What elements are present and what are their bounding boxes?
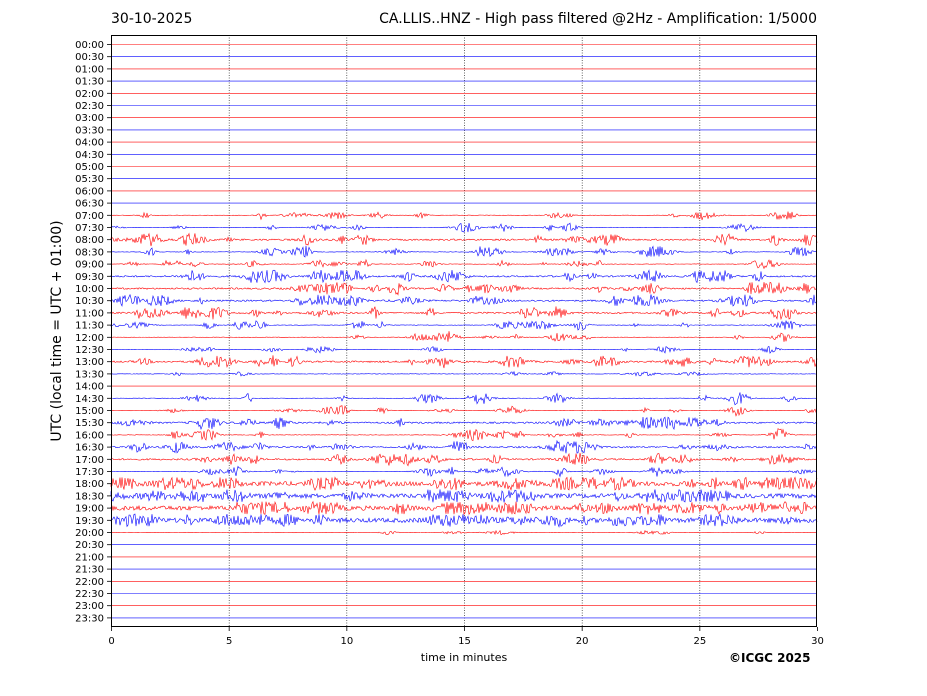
- y-tick-label: 07:30: [75, 223, 104, 234]
- plot-frame: [111, 35, 817, 627]
- x-tick-label: 0: [108, 636, 114, 647]
- y-tick-label: 17:30: [75, 467, 104, 478]
- y-tick-label: 21:30: [75, 565, 104, 576]
- trace-0830: [110, 245, 818, 258]
- y-tick-label: 01:30: [75, 77, 104, 88]
- copyright-text: ©ICGC 2025: [729, 651, 811, 665]
- trace-1530: [110, 416, 818, 431]
- x-axis-ticks: 0 5 10 15 20 25 30: [108, 627, 824, 647]
- x-tick-label: 30: [811, 636, 824, 647]
- chart-title: CA.LLIS..HNZ - High pass filtered @2Hz -…: [379, 11, 817, 27]
- y-tick-label: 02:00: [75, 89, 104, 100]
- x-tick-label: 5: [226, 636, 232, 647]
- y-tick-label: 06:00: [75, 186, 104, 197]
- y-tick-label: 05:00: [75, 162, 104, 173]
- y-tick-label: 15:00: [75, 406, 104, 417]
- trace-0930: [110, 269, 818, 284]
- y-tick-label: 23:30: [75, 613, 104, 624]
- x-axis-label: time in minutes: [420, 651, 508, 664]
- trace-1830: [110, 489, 818, 504]
- seismic-traces: [110, 44, 818, 619]
- y-tick-label: 20:00: [75, 528, 104, 539]
- trace-1630: [110, 439, 818, 454]
- trace-2000: [110, 529, 818, 536]
- y-tick-label: 19:00: [75, 504, 104, 515]
- y-tick-label: 09:30: [75, 272, 104, 283]
- x-tick-label: 10: [340, 636, 353, 647]
- y-tick-label: 20:30: [75, 540, 104, 551]
- y-tick-label: 01:00: [75, 64, 104, 75]
- trace-1230: [110, 345, 818, 354]
- trace-1130: [110, 320, 818, 331]
- y-tick-label: 19:30: [75, 516, 104, 527]
- y-tick-label: 08:30: [75, 247, 104, 258]
- x-tick-label: 25: [693, 636, 706, 647]
- y-axis-label: UTC (local time = UTC + 01:00): [49, 220, 65, 442]
- x-tick-label: 15: [458, 636, 471, 647]
- y-tick-label: 03:30: [75, 125, 104, 136]
- trace-0900: [110, 258, 818, 270]
- trace-1030: [110, 293, 818, 307]
- trace-1500: [110, 405, 818, 417]
- trace-0730: [110, 222, 818, 233]
- trace-1330: [110, 370, 818, 377]
- y-tick-label: 13:00: [75, 357, 104, 368]
- trace-1300: [110, 355, 818, 369]
- y-tick-label: 12:30: [75, 345, 104, 356]
- y-tick-label: 10:00: [75, 284, 104, 295]
- trace-1000: [110, 281, 818, 296]
- y-tick-label: 12:00: [75, 333, 104, 344]
- y-tick-label: 11:00: [75, 308, 104, 319]
- y-tick-label: 18:00: [75, 479, 104, 490]
- y-tick-label: 15:30: [75, 418, 104, 429]
- y-tick-label: 18:30: [75, 491, 104, 502]
- y-tick-label: 14:00: [75, 382, 104, 393]
- y-tick-label: 13:30: [75, 369, 104, 380]
- trace-1930: [110, 513, 818, 528]
- trace-1200: [110, 331, 818, 342]
- y-tick-label: 04:30: [75, 150, 104, 161]
- trace-1730: [110, 465, 818, 478]
- y-tick-label: 11:30: [75, 321, 104, 332]
- y-tick-label: 16:00: [75, 430, 104, 441]
- trace-0700: [110, 211, 818, 221]
- y-tick-label: 08:00: [75, 235, 104, 246]
- y-tick-label: 21:00: [75, 552, 104, 563]
- y-tick-label: 22:30: [75, 589, 104, 600]
- trace-0800: [110, 232, 818, 247]
- trace-1800: [110, 476, 818, 491]
- y-tick-label: 14:30: [75, 394, 104, 405]
- trace-1600: [110, 428, 818, 442]
- x-tick-label: 20: [576, 636, 589, 647]
- trace-1100: [110, 306, 818, 321]
- y-tick-label: 00:00: [75, 40, 104, 51]
- trace-1700: [110, 452, 818, 467]
- y-tick-label: 07:00: [75, 211, 104, 222]
- y-tick-label: 09:00: [75, 260, 104, 271]
- y-tick-label: 22:00: [75, 577, 104, 588]
- chart-date: 30-10-2025: [111, 11, 193, 27]
- y-tick-label: 05:30: [75, 174, 104, 185]
- y-tick-label: 04:00: [75, 138, 104, 149]
- y-tick-label: 02:30: [75, 101, 104, 112]
- y-tick-label: 23:00: [75, 601, 104, 612]
- vertical-gridlines: [228, 35, 701, 627]
- y-tick-label: 16:30: [75, 443, 104, 454]
- trace-1900: [110, 500, 818, 516]
- trace-1430: [110, 392, 818, 406]
- y-tick-label: 17:00: [75, 455, 104, 466]
- y-tick-label: 03:00: [75, 113, 104, 124]
- y-tick-label: 06:30: [75, 199, 104, 210]
- y-tick-label: 00:30: [75, 52, 104, 63]
- y-tick-label: 10:30: [75, 296, 104, 307]
